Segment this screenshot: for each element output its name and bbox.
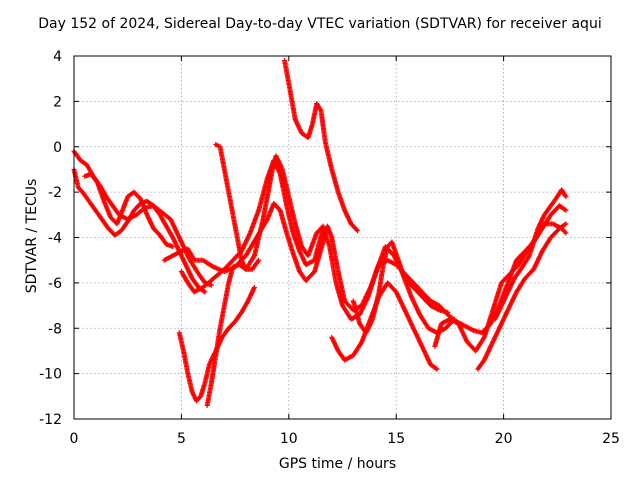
data-point bbox=[170, 244, 176, 250]
series-track-13 bbox=[475, 221, 569, 372]
data-point bbox=[251, 284, 257, 290]
data-point bbox=[202, 289, 208, 295]
series-track-2 bbox=[71, 166, 208, 295]
y-tick-label: 0 bbox=[53, 140, 62, 156]
y-tick-label: -12 bbox=[39, 412, 62, 428]
data-point bbox=[256, 257, 262, 263]
y-tick-label: -10 bbox=[39, 367, 62, 383]
axis-ticks: 0 5 10 15 20 25 -12 -10 -8 -6 -4 -2 0 2 4 bbox=[39, 49, 620, 447]
data-point bbox=[208, 282, 214, 288]
x-tick-label: 10 bbox=[280, 431, 298, 447]
y-tick-label: 4 bbox=[53, 49, 62, 65]
series-track-14 bbox=[492, 187, 569, 322]
data-point bbox=[320, 223, 326, 229]
x-tick-label: 15 bbox=[387, 431, 405, 447]
series-track-11 bbox=[350, 239, 451, 336]
y-tick-label: -8 bbox=[48, 321, 62, 337]
y-tick-label: -2 bbox=[48, 185, 62, 201]
data-point bbox=[563, 221, 569, 227]
chart-title: Day 152 of 2024, Sidereal Day-to-day VTE… bbox=[38, 16, 602, 32]
x-tick-label: 0 bbox=[70, 431, 79, 447]
series-track-9 bbox=[204, 257, 262, 408]
series-track-6 bbox=[213, 141, 326, 272]
y-tick-label: -4 bbox=[48, 231, 62, 247]
series-track-5 bbox=[178, 157, 457, 336]
plot-frame bbox=[73, 55, 612, 420]
data-point bbox=[445, 309, 451, 315]
x-tick-label: 5 bbox=[177, 431, 186, 447]
data-point bbox=[354, 227, 360, 233]
series-track-7 bbox=[282, 58, 361, 234]
data-point bbox=[563, 207, 569, 213]
data-point bbox=[319, 224, 325, 230]
y-tick-label: -6 bbox=[48, 276, 62, 292]
series-track-8 bbox=[176, 284, 257, 404]
data-point bbox=[355, 228, 361, 234]
x-tick-label: 20 bbox=[495, 431, 513, 447]
y-tick-label: 2 bbox=[53, 94, 62, 110]
x-axis-label: GPS time / hours bbox=[278, 456, 397, 472]
data-point bbox=[563, 194, 569, 200]
x-tick-label: 25 bbox=[602, 431, 620, 447]
plot-area bbox=[71, 58, 569, 408]
series-track-3 bbox=[82, 171, 176, 250]
data-point bbox=[563, 230, 569, 236]
grid-lines bbox=[74, 56, 611, 419]
data-point bbox=[434, 366, 440, 372]
series-track-1 bbox=[71, 148, 214, 288]
